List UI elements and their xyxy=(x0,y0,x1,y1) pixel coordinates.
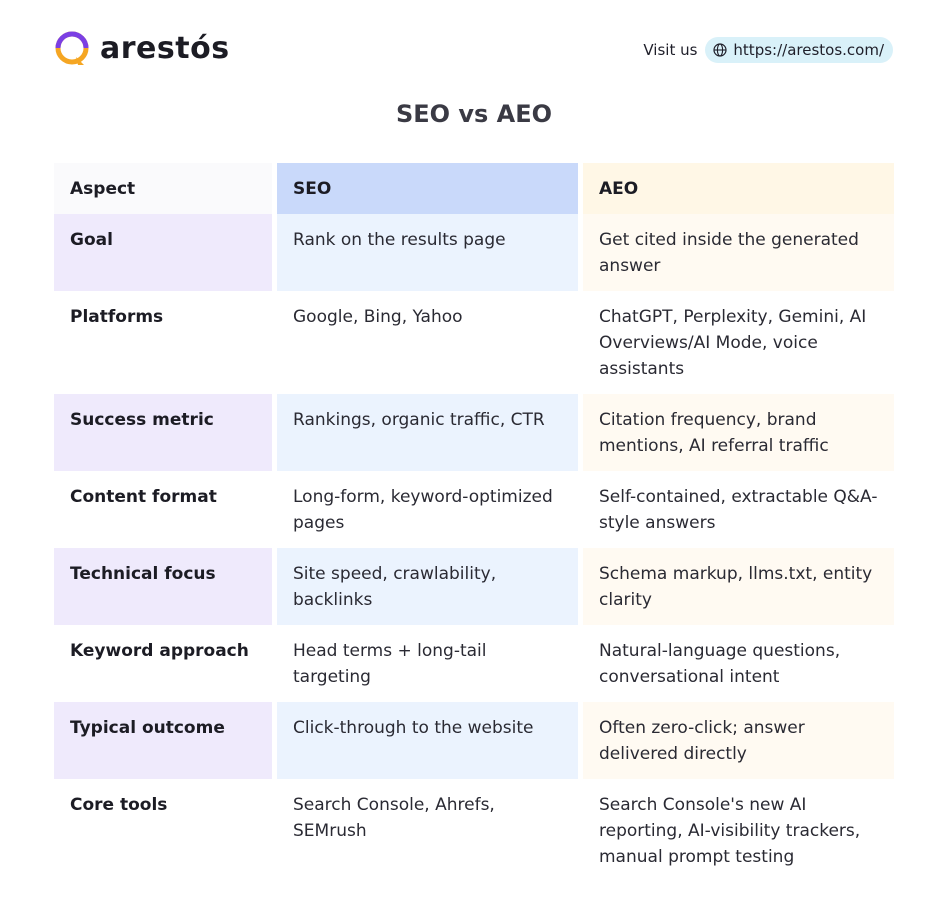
seo-cell: Long-form, keyword-optimized pages xyxy=(293,487,553,533)
seo-cell: Click-through to the website xyxy=(277,702,578,779)
aeo-cell: ChatGPT, Perplexity, Gemini, AI Overview… xyxy=(599,307,867,379)
aspect-cell: Keyword approach xyxy=(70,641,249,661)
seo-cell: Search Console, Ahrefs, SEMrush xyxy=(293,795,495,841)
aeo-cell: Citation frequency, brand mentions, AI r… xyxy=(583,394,894,471)
header-aspect: Aspect xyxy=(54,163,272,214)
aspect-cell: Success metric xyxy=(54,394,272,471)
aeo-cell: Self-contained, extractable Q&A-style an… xyxy=(599,487,878,533)
aspect-cell: Goal xyxy=(54,214,272,291)
table-row: Technical focus Site speed, crawlability… xyxy=(54,548,894,625)
aspect-cell: Typical outcome xyxy=(54,702,272,779)
header-seo: SEO xyxy=(277,163,578,214)
table-row: Platforms Google, Bing, Yahoo ChatGPT, P… xyxy=(54,291,894,394)
aeo-cell: Natural-language questions, conversation… xyxy=(599,641,841,687)
aeo-cell: Search Console's new AI reporting, AI-vi… xyxy=(599,795,861,867)
seo-cell: Google, Bing, Yahoo xyxy=(293,307,463,327)
table-row: Keyword approach Head terms + long-tail … xyxy=(54,625,894,702)
logo-icon xyxy=(55,31,89,65)
aeo-cell: Schema markup, llms.txt, entity clarity xyxy=(583,548,894,625)
table-row: Core tools Search Console, Ahrefs, SEMru… xyxy=(54,779,894,882)
table-row: Success metric Rankings, organic traffic… xyxy=(54,394,894,471)
globe-icon xyxy=(713,43,728,57)
visit-label: Visit us xyxy=(643,41,698,59)
seo-cell: Head terms + long-tail targeting xyxy=(293,641,487,687)
aspect-cell: Core tools xyxy=(70,795,168,815)
header: arestós Visit us https://arestos.com/ xyxy=(0,0,948,100)
seo-cell: Rank on the results page xyxy=(277,214,578,291)
brand-logo[interactable]: arestós xyxy=(54,30,230,68)
aeo-cell: Get cited inside the generated answer xyxy=(583,214,894,291)
aeo-cell: Often zero-click; answer delivered direc… xyxy=(583,702,894,779)
aspect-cell: Content format xyxy=(70,487,217,507)
comparison-table: Aspect SEO AEO Goal Rank on the results … xyxy=(54,163,894,882)
header-aeo: AEO xyxy=(583,163,894,214)
aspect-cell: Technical focus xyxy=(54,548,272,625)
table-row: Typical outcome Click-through to the web… xyxy=(54,702,894,779)
table-header-row: Aspect SEO AEO xyxy=(54,163,894,214)
brand-name: arestós xyxy=(100,31,230,66)
website-link[interactable]: https://arestos.com/ xyxy=(705,37,893,63)
table-row: Content format Long-form, keyword-optimi… xyxy=(54,471,894,548)
seo-cell: Site speed, crawlability, backlinks xyxy=(277,548,578,625)
page-title: SEO vs AEO xyxy=(395,100,553,128)
table-row: Goal Rank on the results page Get cited … xyxy=(54,214,894,291)
seo-cell: Rankings, organic traffic, CTR xyxy=(277,394,578,471)
visit-us: Visit us https://arestos.com/ xyxy=(643,37,893,63)
website-url: https://arestos.com/ xyxy=(733,41,884,59)
aspect-cell: Platforms xyxy=(70,307,164,327)
